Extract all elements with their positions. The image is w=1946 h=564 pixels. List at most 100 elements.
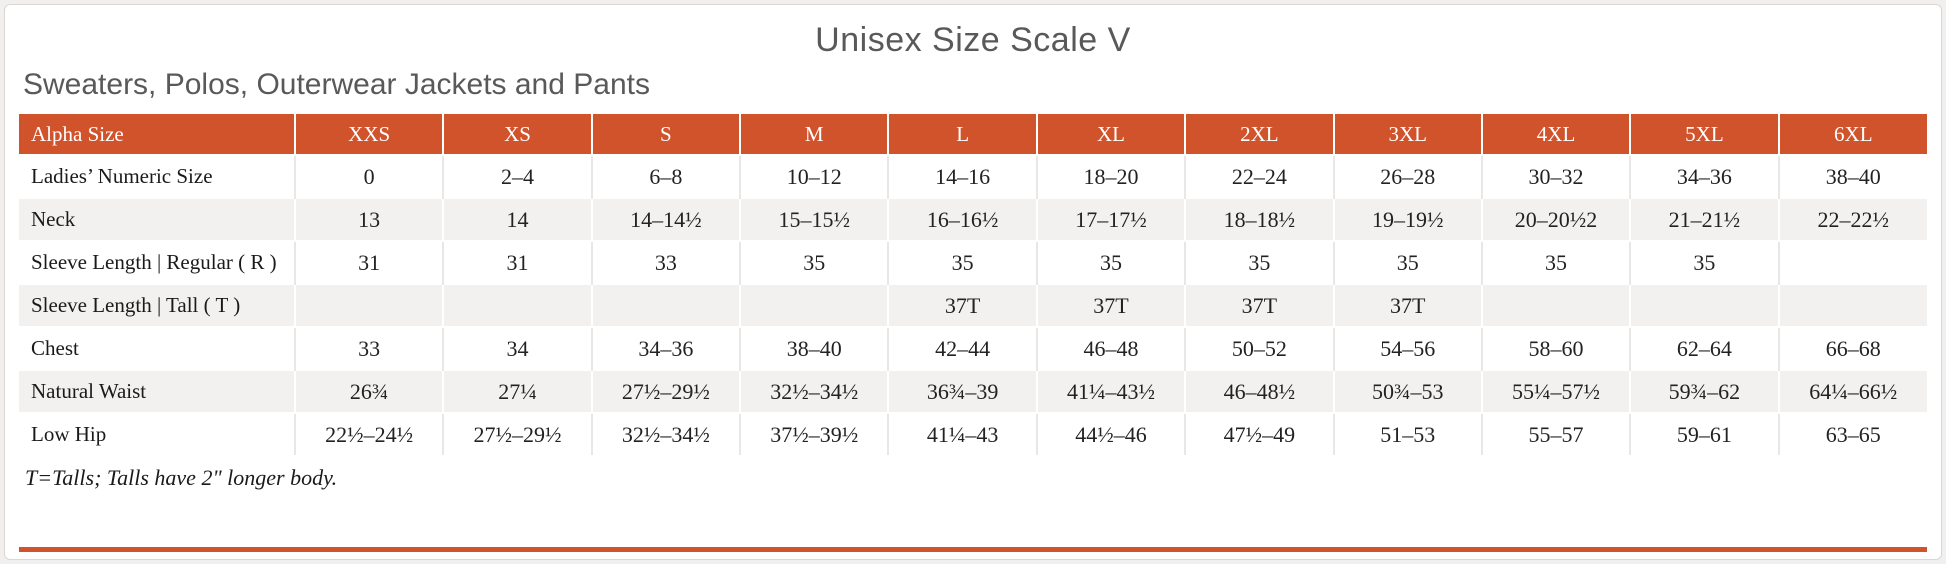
size-cell: 31 [442, 241, 592, 284]
bottom-accent-rule [19, 547, 1927, 552]
size-cell: 27½–29½ [590, 370, 741, 413]
size-cell: 0 [293, 155, 444, 198]
size-cell: 35 [887, 241, 1037, 284]
size-cell: 31 [293, 241, 444, 284]
size-cell: 35 [739, 241, 889, 284]
size-cell: 37T [1332, 284, 1482, 327]
column-header-6xl: 6XL [1777, 113, 1927, 155]
size-cell: 2–4 [442, 155, 592, 198]
table-row: Sleeve Length | Regular ( R ) 31 31 33 35 35 3… [19, 241, 1927, 284]
size-cell: 51–53 [1332, 413, 1482, 455]
table-row: Neck 13 14 14–14½ 15–15½ 16–16½ 17–17½ 18–18½ 19… [19, 198, 1927, 241]
size-cell: 18–18½ [1184, 198, 1334, 241]
size-cell [1629, 284, 1779, 327]
size-cell: 59–61 [1629, 413, 1779, 455]
size-cell: 10–12 [739, 155, 889, 198]
size-cell: 15–15½ [739, 198, 889, 241]
size-cell: 35 [1332, 241, 1482, 284]
size-cell: 64¼–66½ [1777, 370, 1927, 413]
size-cell [442, 284, 592, 327]
row-label: Low Hip [19, 413, 295, 455]
size-cell: 22½–24½ [293, 413, 444, 455]
size-cell: 58–60 [1480, 327, 1631, 370]
size-cell: 26–28 [1332, 155, 1482, 198]
size-cell: 50–52 [1184, 327, 1334, 370]
size-table: Alpha Size XXS XS S M L XL 2XL 3XL 4XL 5XL 6XL Ladi… [19, 112, 1927, 455]
column-header-xs: XS [442, 113, 592, 155]
size-cell: 41¼–43 [887, 413, 1037, 455]
size-cell: 34–36 [1629, 155, 1779, 198]
size-cell: 55–57 [1480, 413, 1631, 455]
size-cell: 17–17½ [1035, 198, 1186, 241]
size-cell: 66–68 [1777, 327, 1927, 370]
size-cell: 35 [1629, 241, 1779, 284]
size-cell: 30–32 [1480, 155, 1631, 198]
column-header-xl: XL [1035, 113, 1186, 155]
size-cell: 38–40 [739, 327, 889, 370]
row-label: Sleeve Length | Tall ( T ) [19, 284, 295, 327]
page-title: Unisex Size Scale V [815, 21, 1131, 59]
size-cell: 46–48½ [1184, 370, 1334, 413]
size-cell: 33 [590, 241, 741, 284]
size-cell: 37T [1184, 284, 1334, 327]
size-cell: 38–40 [1777, 155, 1927, 198]
size-cell [1777, 284, 1927, 327]
table-row: Sleeve Length | Tall ( T ) 37T 37T 37T 37T [19, 284, 1927, 327]
size-cell: 37T [1035, 284, 1186, 327]
size-cell: 35 [1184, 241, 1334, 284]
table-row: Natural Waist 26¾ 27¼ 27½–29½ 32½–34½ 36¾–39 4… [19, 370, 1927, 413]
size-cell: 32½–34½ [739, 370, 889, 413]
size-cell: 33 [293, 327, 444, 370]
table-row: Ladies’ Numeric Size 0 2–4 6–8 10–12 14–16 18–… [19, 155, 1927, 198]
table-row: Chest 33 34 34–36 38–40 42–44 46–48 50–52 54–56 5… [19, 327, 1927, 370]
size-cell: 18–20 [1035, 155, 1186, 198]
size-cell: 55¼–57½ [1480, 370, 1631, 413]
row-label: Ladies’ Numeric Size [19, 155, 295, 198]
size-cell: 50¾–53 [1332, 370, 1482, 413]
row-label: Chest [19, 327, 295, 370]
row-label: Sleeve Length | Regular ( R ) [19, 241, 295, 284]
size-cell: 47½–49 [1184, 413, 1334, 455]
size-cell: 27½–29½ [442, 413, 592, 455]
size-cell: 34 [442, 327, 592, 370]
size-cell: 44½–46 [1035, 413, 1186, 455]
size-cell: 37T [887, 284, 1037, 327]
size-cell: 21–21½ [1629, 198, 1779, 241]
size-cell: 16–16½ [887, 198, 1037, 241]
size-cell: 46–48 [1035, 327, 1186, 370]
size-cell: 36¾–39 [887, 370, 1037, 413]
size-cell: 14 [442, 198, 592, 241]
section-subtitle: Sweaters, Polos, Outerwear Jackets and P… [23, 68, 650, 101]
size-cell: 14–16 [887, 155, 1037, 198]
size-cell [293, 284, 444, 327]
size-chart-card: Unisex Size Scale V Sweaters, Polos, Out… [4, 4, 1942, 560]
column-header-xxs: XXS [293, 113, 444, 155]
size-cell [739, 284, 889, 327]
size-cell: 54–56 [1332, 327, 1482, 370]
size-cell: 19–19½ [1332, 198, 1482, 241]
size-cell: 32½–34½ [590, 413, 741, 455]
header-row: Alpha Size XXS XS S M L XL 2XL 3XL 4XL 5XL 6XL [19, 113, 1927, 155]
size-cell: 59¾–62 [1629, 370, 1779, 413]
column-header-2xl: 2XL [1184, 113, 1334, 155]
size-cell [1480, 284, 1631, 327]
size-cell: 35 [1035, 241, 1186, 284]
size-cell: 14–14½ [590, 198, 741, 241]
size-cell: 42–44 [887, 327, 1037, 370]
column-header-4xl: 4XL [1480, 113, 1631, 155]
column-header-alpha-size: Alpha Size [19, 113, 295, 155]
column-header-s: S [590, 113, 741, 155]
column-header-l: L [887, 113, 1037, 155]
footnote: T=Talls; Talls have 2" longer body. [25, 465, 338, 490]
size-cell: 27¼ [442, 370, 592, 413]
size-cell: 37½–39½ [739, 413, 889, 455]
size-cell: 22–24 [1184, 155, 1334, 198]
size-cell [1777, 241, 1927, 284]
size-cell: 34–36 [590, 327, 741, 370]
size-table-body: Ladies’ Numeric Size 0 2–4 6–8 10–12 14–16 18–… [19, 155, 1927, 455]
table-row: Low Hip 22½–24½ 27½–29½ 32½–34½ 37½–39½ 41¼–4… [19, 413, 1927, 455]
size-cell: 35 [1480, 241, 1631, 284]
column-header-3xl: 3XL [1332, 113, 1482, 155]
size-cell: 41¼–43½ [1035, 370, 1186, 413]
row-label: Natural Waist [19, 370, 295, 413]
